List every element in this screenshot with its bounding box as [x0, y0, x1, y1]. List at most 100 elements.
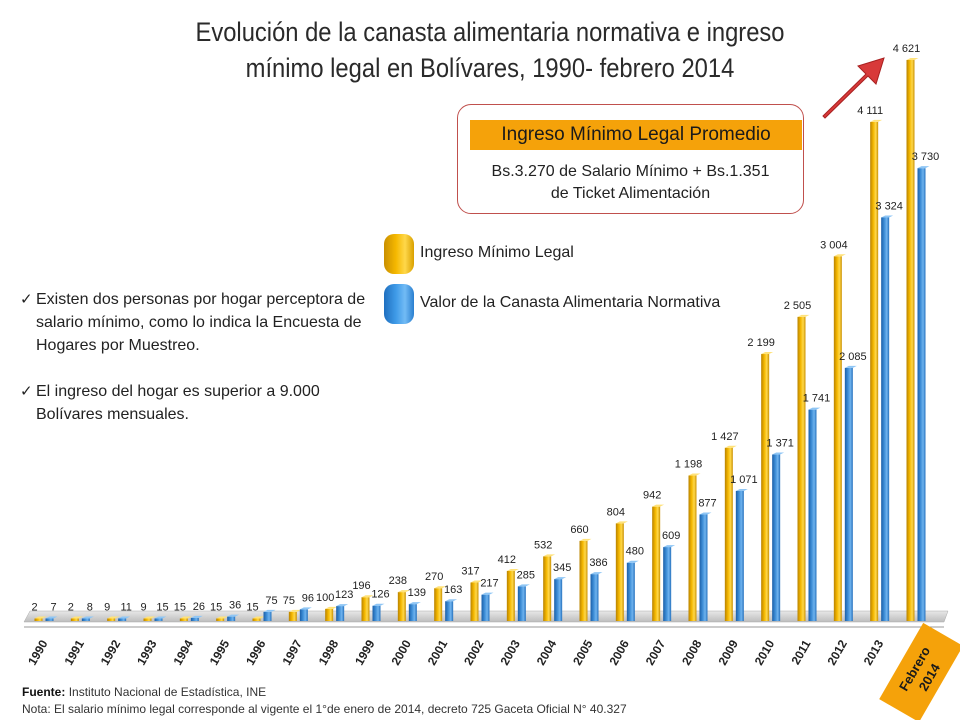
bar-ingreso: [325, 608, 334, 621]
source-line: Fuente: Instituto Nacional de Estadístic…: [22, 684, 627, 701]
check-icon: ✓: [20, 291, 33, 308]
bar-canasta: [663, 547, 672, 621]
value-label-canasta: 15: [156, 602, 168, 614]
bar-ingreso-top: [216, 616, 229, 619]
bar-ingreso: [216, 618, 225, 621]
bar-ingreso-top: [506, 568, 519, 571]
value-label-canasta: 139: [408, 587, 426, 599]
bar-ingreso-top: [252, 616, 265, 619]
bar-ingreso-top: [615, 521, 628, 524]
note-item: ✓ El ingreso del hogar es superior a 9.0…: [20, 380, 380, 426]
bar-canasta: [336, 606, 345, 621]
value-label-ingreso: 270: [425, 571, 443, 583]
bar-canasta-top: [554, 577, 567, 580]
bar-canasta: [263, 611, 272, 621]
bar-canasta-top: [154, 616, 167, 619]
value-label-ingreso: 412: [498, 554, 516, 566]
bar-canasta-top: [917, 166, 930, 169]
bar-canasta: [881, 217, 890, 621]
source-text: Instituto Nacional de Estadística, INE: [68, 685, 267, 699]
bar-canasta-top: [81, 616, 94, 619]
legend-label-ingreso: Ingreso Mínimo Legal: [420, 244, 574, 261]
info-box-line-1: Bs.3.270 de Salario Mínimo + Bs.1.351: [491, 163, 770, 180]
bar-ingreso-top: [688, 473, 701, 476]
bar-ingreso-top: [543, 554, 556, 557]
bar-ingreso-top: [179, 616, 192, 619]
bar-canasta-top: [445, 599, 458, 602]
value-label-ingreso: 9: [104, 602, 110, 614]
check-icon: ✓: [20, 383, 33, 400]
value-label-ingreso: 2 199: [747, 337, 775, 349]
value-label-ingreso: 75: [283, 595, 295, 607]
value-label-canasta: 2 085: [839, 351, 867, 363]
bar-canasta: [917, 168, 926, 622]
source-label: Fuente:: [22, 685, 66, 699]
bar-canasta-top: [808, 407, 821, 410]
bar-ingreso: [615, 523, 624, 621]
value-label-ingreso: 804: [607, 506, 625, 518]
bar-canasta-top: [336, 604, 349, 607]
bar-canasta-top: [299, 607, 312, 610]
note-text-2: El ingreso del hogar es superior a 9.000…: [36, 383, 320, 423]
value-label-canasta: 8: [87, 602, 93, 614]
chart-bars: [34, 58, 930, 622]
bar-ingreso-top: [470, 580, 483, 583]
info-box-line-2: de Ticket Alimentación: [550, 185, 711, 202]
bar-ingreso: [579, 540, 588, 621]
legend-swatch-ingreso: [384, 234, 414, 274]
bar-canasta: [45, 618, 54, 621]
value-label-canasta: 75: [265, 595, 277, 607]
bar-canasta: [299, 609, 308, 621]
bar-canasta-top: [118, 616, 131, 619]
value-label-canasta: 123: [335, 589, 353, 601]
bar-ingreso: [761, 354, 770, 621]
value-label-ingreso: 4 111: [857, 105, 883, 117]
bar-ingreso: [34, 618, 43, 621]
value-label-canasta: 217: [480, 578, 498, 590]
value-label-ingreso: 1 427: [711, 431, 739, 443]
info-box: Ingreso Mínimo Legal Promedio Bs.3.270 d…: [457, 104, 804, 214]
bar-canasta: [808, 409, 817, 621]
bar-canasta-top: [481, 592, 494, 595]
value-label-ingreso: 2 505: [784, 300, 812, 312]
bar-ingreso-top: [325, 606, 338, 609]
bar-canasta: [227, 616, 236, 621]
value-label-canasta: 285: [517, 569, 535, 581]
bar-ingreso: [506, 570, 515, 621]
value-label-ingreso: 15: [210, 602, 222, 614]
note-text-1: Existen dos personas por hogar perceptor…: [36, 291, 366, 354]
value-label-ingreso: 942: [643, 490, 661, 502]
bar-ingreso: [397, 592, 406, 621]
value-label-canasta: 1 741: [803, 393, 831, 405]
value-label-canasta: 1 371: [766, 438, 794, 450]
value-label-canasta: 126: [371, 589, 389, 601]
bar-ingreso-top: [652, 504, 665, 507]
bar-canasta: [699, 514, 708, 621]
bar-ingreso: [797, 316, 806, 621]
info-box-header: Ingreso Mínimo Legal Promedio: [470, 120, 802, 150]
bar-canasta-top: [626, 560, 639, 563]
bar-canasta: [445, 601, 454, 621]
value-label-ingreso: 100: [316, 592, 334, 604]
bar-ingreso-top: [579, 538, 592, 541]
bar-ingreso: [252, 618, 261, 621]
value-label-ingreso: 532: [534, 539, 552, 551]
bar-canasta-top: [735, 488, 748, 491]
bar-canasta-top: [227, 614, 240, 617]
bar-ingreso: [143, 618, 152, 621]
value-label-ingreso: 3 004: [820, 239, 848, 251]
bar-ingreso: [179, 618, 188, 621]
value-label-ingreso: 2: [31, 602, 37, 614]
bar-ingreso-top: [397, 590, 410, 593]
chart-title: Evolución de la canasta alimentaria norm…: [182, 14, 798, 86]
value-label-canasta: 7: [50, 602, 56, 614]
bar-ingreso: [833, 256, 842, 621]
bar-ingreso-top: [434, 586, 447, 589]
notes-list: ✓ Existen dos personas por hogar percept…: [20, 288, 380, 449]
bar-ingreso: [70, 618, 79, 621]
footer: Fuente: Instituto Nacional de Estadístic…: [22, 684, 627, 718]
value-label-canasta: 26: [193, 601, 205, 613]
value-label-ingreso: 1 198: [675, 459, 703, 471]
info-box-body: Bs.3.270 de Salario Mínimo + Bs.1.351 de…: [458, 161, 803, 205]
